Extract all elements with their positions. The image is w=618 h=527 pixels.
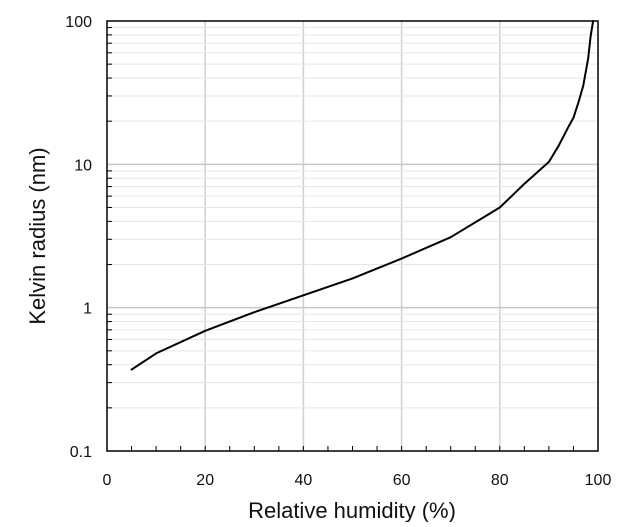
grid [107,21,598,451]
y-axis-title: Kelvin radius (nm) [25,147,50,324]
y-tick-label: 0.1 [70,444,92,461]
y-tick-label: 10 [74,157,92,174]
x-tick-label: 60 [393,472,411,489]
x-axis-title: Relative humidity (%) [248,498,456,522]
x-tick-label: 100 [585,472,612,489]
minor-ticks [107,27,574,451]
plot-area-frame [106,20,599,452]
y-tick-labels: 0.1 1 10 100 [65,14,92,461]
y-tick-label: 100 [65,14,92,31]
x-tick-label: 40 [295,472,313,489]
series-line [130,20,595,371]
x-tick-labels: 0 20 40 60 80 100 [103,472,612,489]
x-tick-label: 80 [491,472,509,489]
y-tick-label: 1 [83,301,92,318]
series [130,20,595,371]
x-tick-label: 0 [103,472,112,489]
x-tick-label: 20 [196,472,214,489]
